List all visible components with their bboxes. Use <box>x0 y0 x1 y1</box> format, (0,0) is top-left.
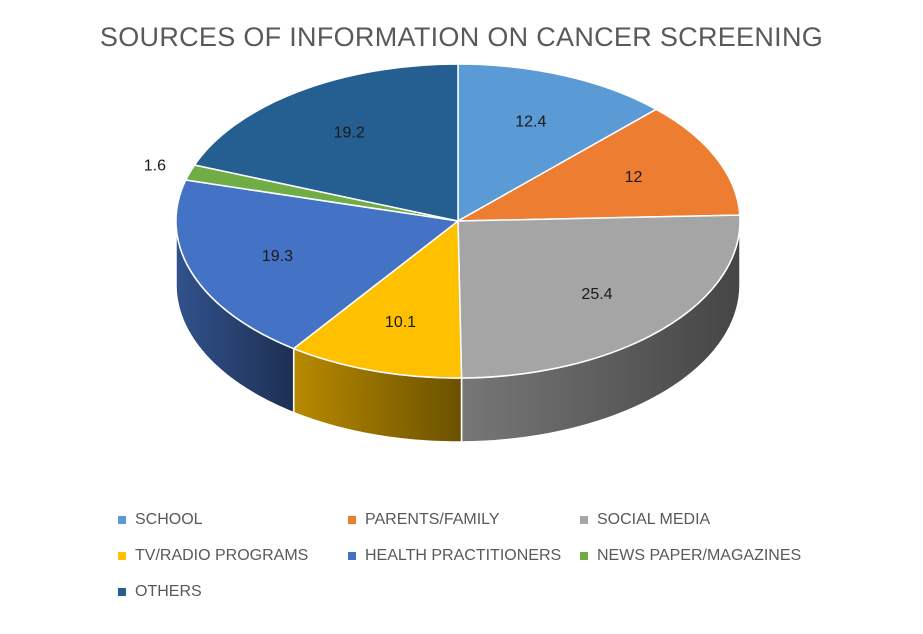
data-label-parents-family: 12 <box>625 169 643 186</box>
legend-swatch <box>118 552 126 560</box>
pie-slice-social-media[interactable] <box>457 214 741 379</box>
data-label-others: 19.2 <box>334 124 365 141</box>
legend-label: SCHOOL <box>135 511 203 528</box>
data-label-health-practitioners: 19.3 <box>262 248 293 265</box>
chart-title: SOURCES OF INFORMATION ON CANCER SCREENI… <box>99 22 824 52</box>
legend-label: NEWS PAPER/MAGAZINES <box>597 547 802 564</box>
legend-item-health-practitioners[interactable]: HEALTH PRACTITIONERS <box>348 547 561 565</box>
legend-label: OTHERS <box>135 583 202 600</box>
pie-slice-tv-radio-programs[interactable] <box>292 220 463 379</box>
data-label-tv-radio-programs: 10.1 <box>385 314 416 331</box>
legend-label: SOCIAL MEDIA <box>597 511 711 528</box>
legend-swatch <box>580 516 588 524</box>
legend-swatch <box>580 552 588 560</box>
pie-slice-school[interactable] <box>457 63 657 222</box>
legend-item-parents-family[interactable]: PARENTS/FAMILY <box>348 511 500 529</box>
legend-item-news-paper-magazines[interactable]: NEWS PAPER/MAGAZINES <box>580 547 801 565</box>
legend-item-social-media[interactable]: SOCIAL MEDIA <box>580 511 710 529</box>
legend-label: TV/RADIO PROGRAMS <box>135 547 309 564</box>
legend-item-others[interactable]: OTHERS <box>118 583 202 601</box>
data-label-school: 12.4 <box>515 113 546 130</box>
legend-label: PARENTS/FAMILY <box>365 511 500 528</box>
legend-swatch <box>118 588 126 596</box>
data-label-news-paper-magazines: 1.6 <box>144 157 166 174</box>
legend-swatch <box>348 552 356 560</box>
pie-slice-health-practitioners[interactable] <box>175 179 459 350</box>
legend-label: HEALTH PRACTITIONERS <box>365 547 562 564</box>
legend-item-school[interactable]: SCHOOL <box>118 511 203 529</box>
legend-swatch <box>118 516 126 524</box>
data-label-social-media: 25.4 <box>581 286 612 303</box>
legend-item-tv-radio-programs[interactable]: TV/RADIO PROGRAMS <box>118 547 308 565</box>
legend-swatch <box>348 516 356 524</box>
pie-slice-parents-family[interactable] <box>457 108 741 222</box>
pie-slice-others[interactable] <box>193 63 459 222</box>
